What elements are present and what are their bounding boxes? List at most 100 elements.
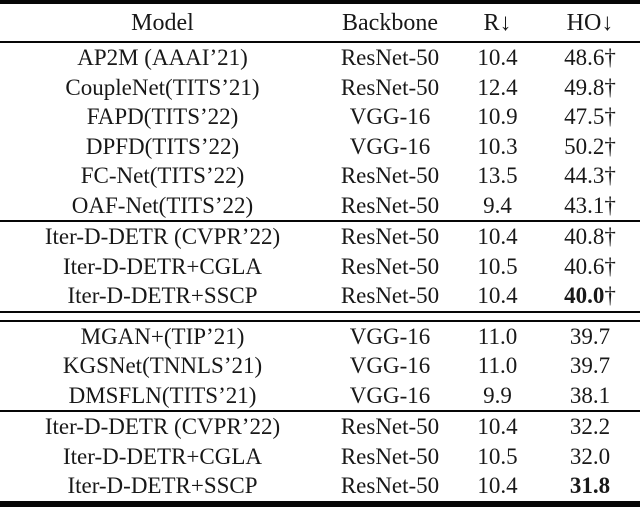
col-header-backbone: Backbone xyxy=(342,9,438,36)
backbone-cell: ResNet-50 xyxy=(340,192,440,218)
dagger-mark: † xyxy=(604,192,616,218)
table-row: OAF-Net(TITS’22) ResNet-50 9.4 43.1† xyxy=(0,191,640,221)
backbone-cell: VGG-16 xyxy=(349,323,431,349)
r-metric-cell: 10.3 xyxy=(477,133,518,159)
ho-value: 48.6 xyxy=(564,45,605,71)
ho-value: 47.5 xyxy=(564,104,605,130)
col-header-ho-down-arrow: HO↓ xyxy=(566,9,614,36)
ho-metric-cell: 39.7 xyxy=(540,325,640,348)
r-metric-cell: 11.0 xyxy=(477,323,518,349)
ho-value: 43.1 xyxy=(564,192,605,218)
ho-value: 32.0 xyxy=(569,443,611,469)
ho-metric-cell: 44.3† xyxy=(540,164,640,187)
dagger-mark: † xyxy=(604,253,616,279)
r-metric-cell: 10.4 xyxy=(477,45,518,71)
r-metric-cell: 10.4 xyxy=(477,414,518,440)
ho-metric-cell: 43.1† xyxy=(540,194,640,217)
dagger-mark: † xyxy=(604,224,616,250)
model-cell: CoupleNet(TITS’21) xyxy=(65,74,260,100)
table-header-row: Model Backbone R↓ HO↓ xyxy=(0,4,640,41)
ho-value: 31.8 xyxy=(569,473,611,499)
table-row: DMSFLN(TITS’21) VGG-16 9.9 38.1 xyxy=(0,381,640,411)
model-cell: Iter-D-DETR+SSCP xyxy=(67,283,258,309)
ho-metric-cell: 31.8 xyxy=(540,474,640,497)
dagger-mark: † xyxy=(604,104,616,130)
ho-metric-cell: 38.1 xyxy=(540,384,640,407)
table-row: MGAN+(TIP’21) VGG-16 11.0 39.7 xyxy=(0,322,640,352)
ho-value: 40.8 xyxy=(564,224,605,250)
table-row: Iter-D-DETR (CVPR’22) ResNet-50 10.4 32.… xyxy=(0,412,640,442)
backbone-cell: VGG-16 xyxy=(349,353,431,379)
backbone-cell: ResNet-50 xyxy=(340,473,440,499)
table-row: AP2M (AAAI’21) ResNet-50 10.4 48.6† xyxy=(0,43,640,73)
ho-value: 40.6 xyxy=(564,253,605,279)
ho-metric-cell: 32.2 xyxy=(540,415,640,438)
backbone-cell: ResNet-50 xyxy=(340,74,440,100)
table-group-ours-1: Iter-D-DETR (CVPR’22) ResNet-50 10.4 40.… xyxy=(0,222,640,311)
ho-metric-cell: 39.7 xyxy=(540,354,640,377)
r-metric-cell: 10.5 xyxy=(477,443,518,469)
dagger-mark: † xyxy=(604,163,616,189)
col-header-model: Model xyxy=(131,9,194,36)
table-row: DPFD(TITS’22) VGG-16 10.3 50.2† xyxy=(0,132,640,162)
model-cell: OAF-Net(TITS’22) xyxy=(71,192,254,218)
ho-metric-cell: 48.6† xyxy=(540,46,640,69)
table-row: FC-Net(TITS’22) ResNet-50 13.5 44.3† xyxy=(0,161,640,191)
backbone-cell: VGG-16 xyxy=(349,133,431,159)
group-separator-rule-1 xyxy=(0,220,640,222)
model-cell: Iter-D-DETR (CVPR’22) xyxy=(44,414,281,440)
table-bottom-rule xyxy=(0,500,640,507)
model-cell: Iter-D-DETR+CGLA xyxy=(62,253,262,279)
table-row: CoupleNet(TITS’21) ResNet-50 12.4 49.8† xyxy=(0,73,640,103)
ho-value: 44.3 xyxy=(564,163,605,189)
backbone-cell: ResNet-50 xyxy=(340,443,440,469)
backbone-cell: ResNet-50 xyxy=(340,163,440,189)
ho-value: 40.0 xyxy=(564,283,605,309)
model-cell: DPFD(TITS’22) xyxy=(85,133,240,159)
model-cell: Iter-D-DETR (CVPR’22) xyxy=(44,224,281,250)
table-top-rule xyxy=(0,0,640,4)
backbone-cell: VGG-16 xyxy=(349,382,431,408)
backbone-cell: VGG-16 xyxy=(349,104,431,130)
table-row: Iter-D-DETR+CGLA ResNet-50 10.5 40.6† xyxy=(0,252,640,282)
dagger-mark: † xyxy=(604,133,616,159)
table-row: Iter-D-DETR+CGLA ResNet-50 10.5 32.0 xyxy=(0,442,640,472)
model-cell: FC-Net(TITS’22) xyxy=(80,163,245,189)
backbone-cell: ResNet-50 xyxy=(340,45,440,71)
model-cell: AP2M (AAAI’21) xyxy=(77,45,248,71)
ho-metric-cell: 47.5† xyxy=(540,105,640,128)
model-cell: Iter-D-DETR+SSCP xyxy=(67,473,258,499)
group-separator-rule-2 xyxy=(0,410,640,412)
r-metric-cell: 9.9 xyxy=(483,382,512,408)
ho-value: 38.1 xyxy=(569,382,611,408)
header-rule xyxy=(0,41,640,43)
r-metric-cell: 10.4 xyxy=(477,473,518,499)
model-cell: MGAN+(TIP’21) xyxy=(80,323,245,349)
ho-metric-cell: 32.0 xyxy=(540,445,640,468)
model-cell: FAPD(TITS’22) xyxy=(86,104,239,130)
ho-value: 39.7 xyxy=(569,353,611,379)
table-row: KGSNet(TNNLS’21) VGG-16 11.0 39.7 xyxy=(0,351,640,381)
table-row: Iter-D-DETR+SSCP ResNet-50 10.4 31.8 xyxy=(0,471,640,501)
model-cell: DMSFLN(TITS’21) xyxy=(68,382,257,408)
table-row: FAPD(TITS’22) VGG-16 10.9 47.5† xyxy=(0,102,640,132)
ho-metric-cell: 50.2† xyxy=(540,135,640,158)
backbone-cell: ResNet-50 xyxy=(340,224,440,250)
dagger-mark: † xyxy=(604,45,616,71)
r-metric-cell: 13.5 xyxy=(477,163,518,189)
dagger-mark: † xyxy=(604,283,616,309)
model-cell: KGSNet(TNNLS’21) xyxy=(62,353,263,379)
r-metric-cell: 10.4 xyxy=(477,283,518,309)
table-group-ours-2: Iter-D-DETR (CVPR’22) ResNet-50 10.4 32.… xyxy=(0,412,640,501)
ho-value: 39.7 xyxy=(569,323,611,349)
table-group-baselines-1: AP2M (AAAI’21) ResNet-50 10.4 48.6† Coup… xyxy=(0,43,640,220)
col-header-r-down-arrow: R↓ xyxy=(483,9,512,36)
double-separator-rule xyxy=(0,310,640,322)
model-cell: Iter-D-DETR+CGLA xyxy=(62,443,262,469)
ho-metric-cell: 40.0† xyxy=(540,284,640,307)
r-metric-cell: 10.4 xyxy=(477,224,518,250)
ho-value: 49.8 xyxy=(564,74,605,100)
ho-metric-cell: 40.6† xyxy=(540,255,640,278)
backbone-cell: ResNet-50 xyxy=(340,283,440,309)
